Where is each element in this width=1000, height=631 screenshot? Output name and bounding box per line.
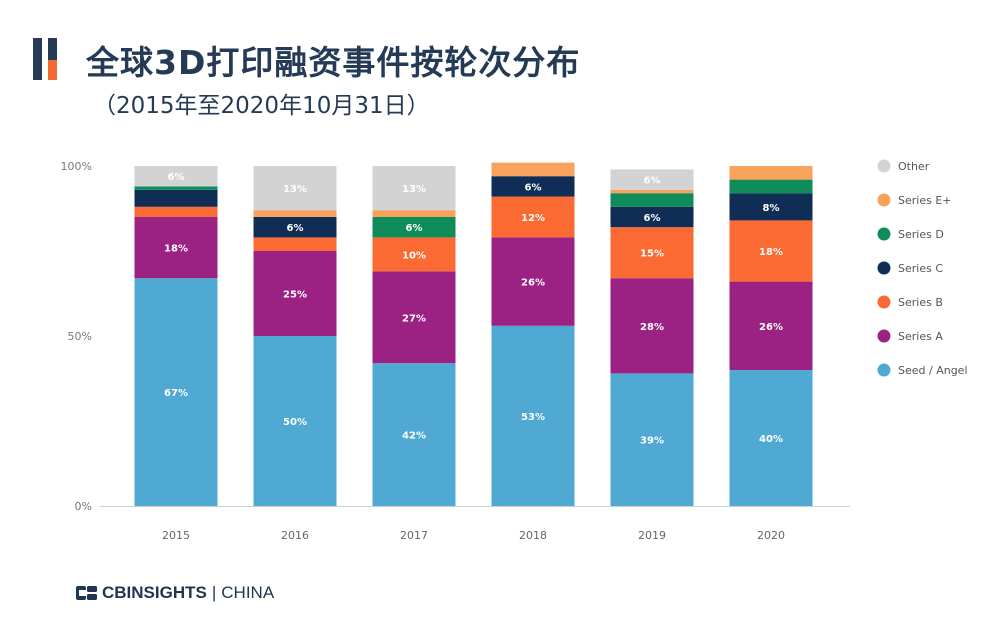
x-tick-label: 2018 [519,529,547,542]
y-tick-label: 50% [68,330,92,343]
bar-segment [372,210,456,217]
bar-segment [610,169,694,190]
bar-segment [134,206,218,217]
legend-swatch [877,295,891,309]
cbinsights-china-logo: CBINSIGHTS | CHINA [76,583,274,603]
bar-segment [253,251,337,336]
bar-data-label: 8% [763,203,780,214]
logo-brand-text: CBINSIGHTS [102,583,207,602]
bar-segment [134,278,218,506]
bar-segment [491,237,575,326]
bar-segment [491,176,575,197]
bar-segment [372,217,456,238]
bar-data-label: 6% [168,172,185,183]
bar-segment [372,271,456,364]
bar-data-label: 26% [521,278,545,289]
x-tick-label: 2015 [162,529,190,542]
bar-data-label: 50% [283,417,307,428]
logo-region-text: CHINA [221,583,275,602]
legend-swatch [877,261,891,275]
legend-label: Series B [898,296,943,309]
bar-segment [253,237,337,251]
bar-segment [610,193,694,207]
bar-segment [491,325,575,506]
bar-segment [729,193,813,221]
bar-segment [253,166,337,211]
bar-data-label: 53% [521,412,545,423]
bar-data-label: 6% [644,213,661,224]
bar-data-label: 15% [640,249,664,260]
bar-data-label: 18% [759,247,783,258]
bar-data-label: 13% [283,184,307,195]
legend-label: Series E+ [898,194,952,207]
bar-data-label: 26% [759,322,783,333]
y-tick-label: 0% [75,500,92,513]
legend-swatch [877,227,891,241]
bar-segment [610,278,694,374]
bar-segment [610,227,694,279]
bar-segment [134,186,218,190]
chart-subtitle: （2015年至2020年10月31日） [93,93,430,119]
bar-segment [610,206,694,228]
bar-segment [491,162,575,177]
bar-segment [610,189,694,194]
bar-data-label: 25% [283,290,307,301]
logo-separator: | [211,583,217,602]
bar-segment [729,220,813,282]
bar-segment [253,210,337,217]
legend-swatch [877,159,891,173]
accent-bar-dark [33,38,42,80]
legend-label: Series A [898,330,943,343]
chart-title: 全球3D打印融资事件按轮次分布 [86,43,581,82]
x-tick-label: 2019 [638,529,666,542]
title-accent-mark [33,38,57,80]
bar-segment [729,179,813,194]
bar-data-label: 40% [759,434,783,445]
legend-swatch [877,329,891,343]
bar-data-label: 6% [525,182,542,193]
bar-segment [729,166,813,180]
bar-segment [491,196,575,238]
cb-logo-icon [76,586,97,600]
bar-data-label: 67% [164,388,188,399]
bar-segment [372,363,456,506]
bar-segment [372,237,456,272]
bar-segment [134,166,218,187]
bar-segment [134,189,218,207]
legend-label: Other [898,160,930,173]
bar-segment [729,281,813,370]
bar-data-label: 12% [521,213,545,224]
bar-data-label: 6% [644,176,661,187]
bar-segment [253,217,337,238]
bar-data-label: 27% [402,313,426,324]
accent-bar-dark-right [48,38,57,60]
bar-segment [134,217,218,279]
x-tick-label: 2017 [400,529,428,542]
bar-segment [610,373,694,506]
bar-segment [372,166,456,211]
legend-swatch [877,363,891,377]
bar-data-label: 28% [640,322,664,333]
legend-label: Seed / Angel [898,364,968,377]
bar-data-label: 39% [640,436,664,447]
accent-bar-orange [48,60,57,80]
x-tick-label: 2016 [281,529,309,542]
x-tick-label: 2020 [757,529,785,542]
y-tick-label: 100% [61,160,92,173]
bar-segment [729,370,813,506]
legend-swatch [877,193,891,207]
bar-data-label: 42% [402,431,426,442]
bar-data-label: 10% [402,250,426,261]
bar-data-label: 18% [164,244,188,255]
legend-label: Series D [898,228,944,241]
legend-label: Series C [898,262,943,275]
bar-data-label: 13% [402,184,426,195]
bar-data-label: 6% [287,223,304,234]
bar-segment [253,336,337,506]
bar-data-label: 6% [406,223,423,234]
